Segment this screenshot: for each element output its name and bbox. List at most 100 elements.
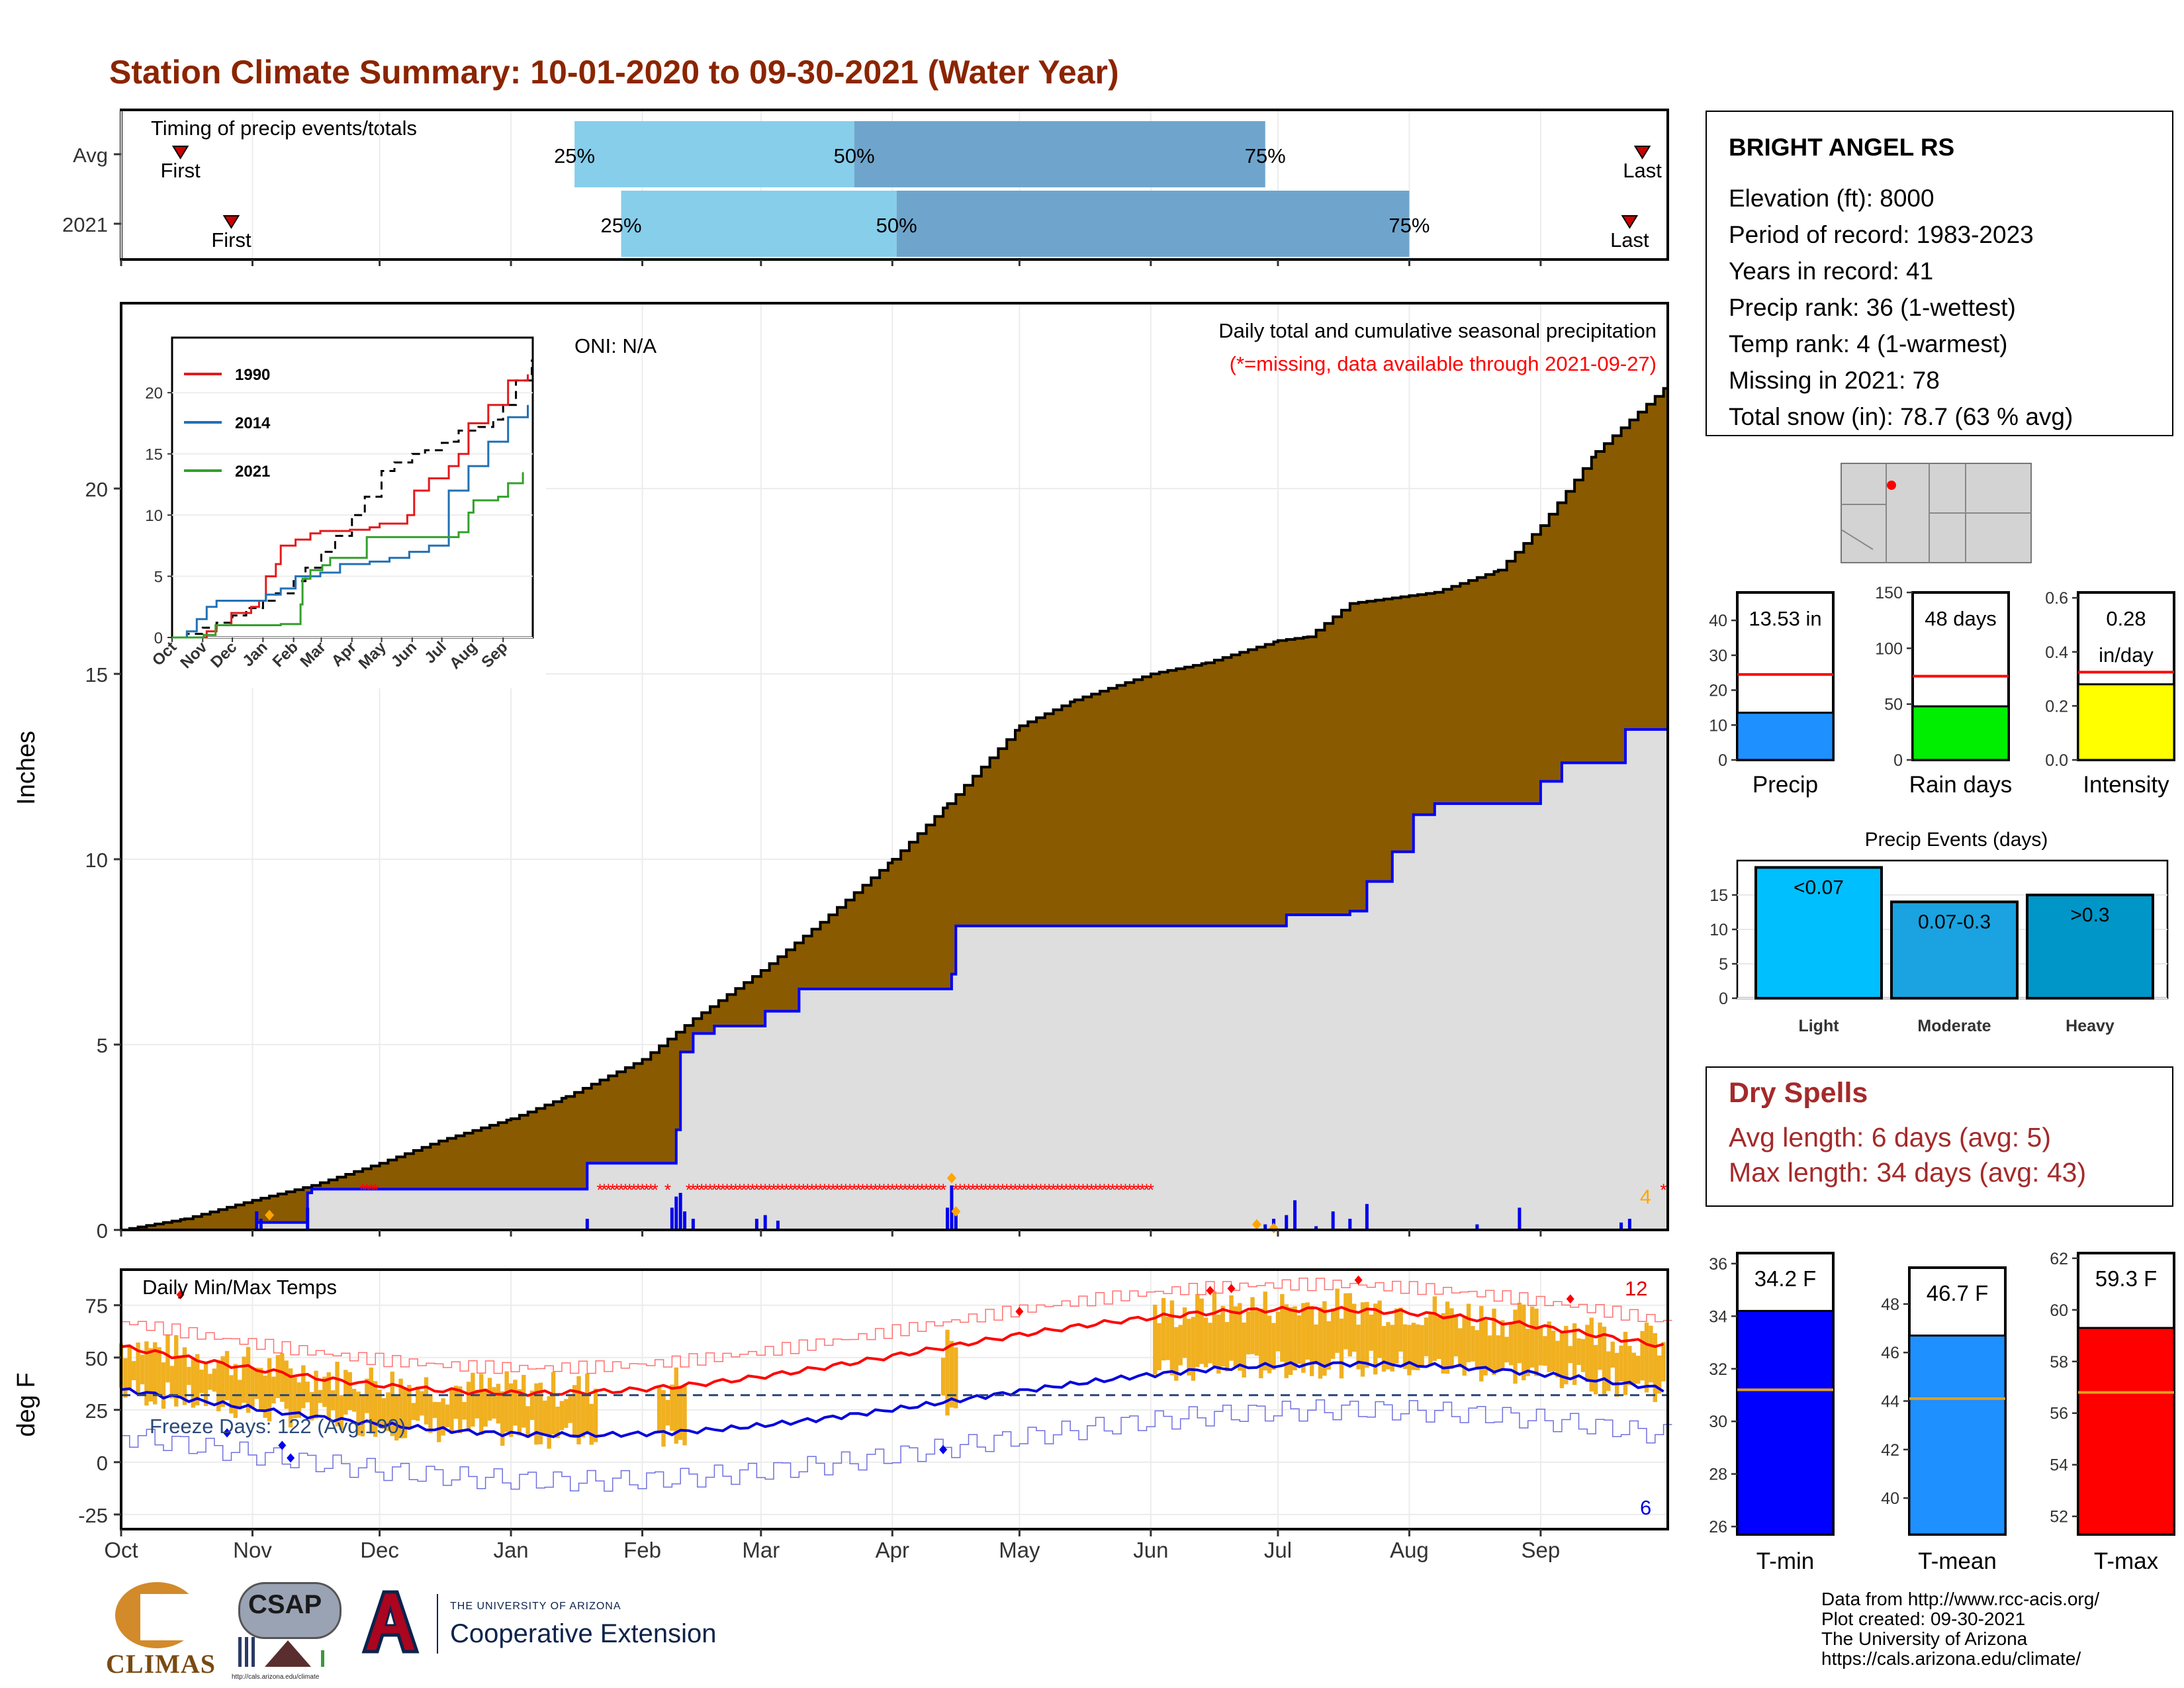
missing-day-marker: * [982,1180,989,1199]
events-y-tick-label: 10 [1709,921,1728,939]
missing-day-marker: * [652,1180,659,1199]
daily-temp-bar [1347,1293,1352,1357]
mini-y-tick-label: 0.6 [2045,589,2068,608]
daily-temp-bar [1343,1293,1348,1350]
month-label: Dec [360,1538,399,1562]
missing-day-marker: * [690,1180,696,1199]
month-label: Jun [1133,1538,1168,1562]
csap-wordmark: CSAP [248,1590,322,1619]
daily-temp-bar [246,1346,251,1413]
missing-day-marker: * [834,1180,841,1199]
daily-temp-bar [1529,1306,1535,1368]
timing-pct-label: 50% [834,144,875,167]
daily-temp-bar [263,1376,267,1418]
missing-day-marker: * [617,1180,624,1199]
freeze-days-label: Freeze Days: 122 (Avg:190) [150,1415,406,1438]
daily-temp-bar [1238,1303,1242,1371]
missing-day-marker: * [864,1180,870,1199]
daily-temp-bar [1580,1338,1586,1372]
timing-title: Timing of precip events/totals [151,117,417,140]
daily-temp-bar [559,1401,565,1430]
missing-day-marker: * [999,1180,1006,1199]
daily-temp-bar [1339,1318,1344,1379]
daily-temp-bar [547,1396,551,1449]
daily-temp-bar [1233,1306,1238,1367]
daily-temp-bar [187,1366,191,1385]
daily-temp-bar [551,1372,556,1434]
inset-plot-frame [171,336,534,639]
timing-bar-25-50 [574,121,854,187]
missing-day-marker: * [1067,1180,1073,1199]
daily-temp-bar [132,1361,136,1381]
daily-temp-bar [1271,1323,1276,1370]
daily-temp-bar [458,1386,463,1434]
daily-temp-bar [432,1401,437,1419]
daily-temp-bar [1441,1313,1445,1374]
record-low-marker [939,1444,948,1454]
mini-y-tick-label: 0 [1718,751,1727,770]
daily-precip-bar [306,1207,310,1230]
inset-y-tick-label: 10 [145,507,163,525]
month-label: Jan [493,1538,528,1562]
temp-summary-y-tick-label: 36 [1709,1255,1727,1274]
daily-precip-bar [1627,1219,1631,1230]
daily-temp-bar [1267,1315,1272,1374]
daily-temp-bar [1373,1303,1378,1375]
station-info-frame [1706,111,2173,436]
daily-temp-bar [678,1385,683,1440]
daily-precip-bar [1475,1224,1479,1230]
daily-temp-bar [564,1399,569,1429]
temp-summary-y-tick-label: 60 [2050,1301,2068,1320]
dry-spells-avg: Avg length: 6 days (avg: 5) [1729,1122,2051,1152]
temperature-summary-bars: 34.2 F 26 28 30 32 34 36 T-min 46.7 F 40 42 44 46 48 T… [1709,1250,2175,1574]
temp-y-tick-label: 25 [85,1399,108,1423]
daily-temp-bar [1453,1314,1459,1356]
timing-panel: Timing of precip events/totals 25% 50% 75%… [62,109,1669,266]
mini-value-label: 0.28 [2106,607,2146,630]
mini-y-tick-label: 0.0 [2045,751,2068,770]
missing-day-marker: * [774,1180,781,1199]
daily-temp-bar [360,1395,365,1436]
daily-temp-bar [318,1389,323,1403]
daily-temp-bar [492,1387,496,1419]
daily-temp-bar [250,1367,255,1409]
timing-pct-label: 75% [1388,214,1430,237]
summary-bar-charts: 13.53 in 0 10 20 30 40 Precip 48 days 0 50 100 150 R… [1709,584,2175,798]
daily-temp-bar [1598,1322,1602,1370]
precip-y-tick-label: 15 [85,663,108,686]
daily-temp-bar [1386,1322,1390,1370]
precip-y-tick-label: 10 [85,849,108,872]
temp-summary-y-tick-label: 42 [1881,1441,1899,1460]
dry-spells-frame [1706,1066,2173,1207]
daily-temp-bar [1381,1326,1387,1372]
university-of-arizona-logo: THE UNIVERSITY OF ARIZONA Cooperative Ex… [357,1589,834,1662]
daily-temp-bar [593,1388,598,1442]
missing-day-marker: * [901,1180,908,1199]
daily-temp-bar [1301,1303,1306,1373]
daily-temp-bar [309,1391,314,1421]
daily-temp-bar [1275,1311,1281,1352]
daily-temp-bar [580,1394,586,1438]
daily-temp-bar [1635,1356,1641,1384]
daily-temp-bar [1522,1304,1526,1381]
daily-temp-bar [568,1396,572,1423]
daily-temp-bar [1445,1301,1450,1374]
daily-temp-bar [1471,1326,1475,1362]
daily-precip-bar [754,1219,758,1230]
mini-y-tick-label: 150 [1875,584,1903,602]
daily-temp-bar [1259,1308,1263,1379]
daily-temp-bar [1466,1303,1471,1362]
missing-day-marker: * [1050,1180,1057,1199]
locator-map [1841,463,2032,563]
daily-temp-bar [259,1368,263,1411]
credit-line: The University of Arizona [1821,1628,2028,1649]
missing-day-marker: * [986,1180,993,1199]
daily-temp-bar [441,1398,445,1436]
daily-temp-bar [1398,1307,1403,1352]
daily-temp-bar [195,1354,200,1406]
daily-temp-bar [428,1394,433,1433]
month-label: Oct [104,1538,138,1562]
missing-day-marker: * [610,1180,616,1199]
daily-temp-bar [543,1400,547,1434]
